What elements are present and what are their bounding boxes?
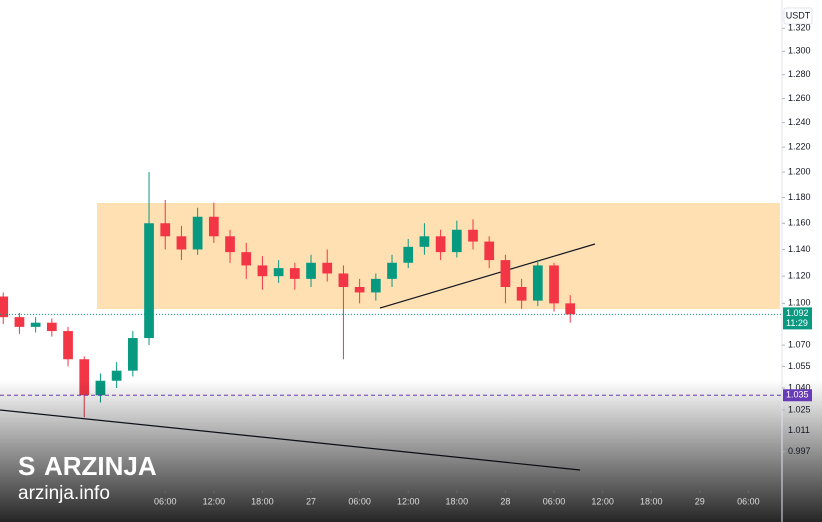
candle-body xyxy=(46,322,57,332)
candle-body xyxy=(0,296,9,318)
candle-body xyxy=(468,229,478,242)
candle-body xyxy=(549,265,559,304)
x-tick-label: 06:00 xyxy=(543,496,566,506)
x-tick-label: 06:00 xyxy=(348,496,371,506)
y-tick-label: 1.070 xyxy=(788,339,811,349)
candle-body xyxy=(208,216,219,237)
y-tick-label: 1.240 xyxy=(788,117,811,127)
y-tick-label: 1.120 xyxy=(788,271,811,281)
candle-body xyxy=(532,265,543,301)
y-tick-label: 1.180 xyxy=(788,192,811,202)
candle-body xyxy=(176,236,187,250)
x-tick-label: 18:00 xyxy=(446,496,469,506)
x-tick-label: 18:00 xyxy=(251,496,274,506)
candle-body xyxy=(435,236,446,253)
candle-body xyxy=(451,229,462,253)
x-tick-label: 18:00 xyxy=(640,496,663,506)
level-label: 1.035 xyxy=(786,390,809,400)
candle-body xyxy=(30,322,41,327)
candle-body xyxy=(338,273,349,287)
candle-body xyxy=(354,286,365,293)
shade xyxy=(0,380,822,522)
candle-body xyxy=(370,278,381,293)
candle-body xyxy=(14,317,25,327)
candle-body xyxy=(306,262,316,279)
candle-body xyxy=(160,223,171,237)
candle-body xyxy=(273,268,284,277)
x-tick-label: 06:00 xyxy=(154,496,177,506)
x-tick-label: 12:00 xyxy=(397,496,420,506)
last-price-label: 1.092 xyxy=(786,308,809,318)
candle-body xyxy=(111,370,122,381)
watermark: ARZINJA xyxy=(44,451,157,481)
candle-body xyxy=(289,268,300,279)
y-tick-label: 1.320 xyxy=(788,23,811,33)
candle-body xyxy=(565,303,576,315)
x-tick-label: 28 xyxy=(500,496,510,506)
y-tick-label: 0.997 xyxy=(788,446,811,456)
countdown: 11:29 xyxy=(786,318,808,328)
logo-icon: S xyxy=(18,451,35,481)
y-tick-label: 1.011 xyxy=(788,425,810,435)
level-box xyxy=(783,389,812,402)
candle-body xyxy=(192,216,203,250)
candle-body xyxy=(257,265,268,277)
candle-body xyxy=(63,331,73,360)
trend-line xyxy=(379,243,596,309)
x-tick-label: 29 xyxy=(695,496,705,506)
y-tick-label: 1.220 xyxy=(788,142,811,152)
candle-body xyxy=(403,246,414,263)
candle-body xyxy=(79,359,90,396)
x-tick-label: 27 xyxy=(306,496,316,506)
y-tick-label: 1.025 xyxy=(788,404,811,414)
y-tick-label: 1.300 xyxy=(788,46,811,56)
x-tick-label: 06:00 xyxy=(737,496,760,506)
y-tick-label: 1.280 xyxy=(788,69,811,79)
candle-body xyxy=(516,286,527,301)
candle-body xyxy=(144,223,154,339)
candle-body xyxy=(225,236,235,253)
candle-body xyxy=(484,241,495,261)
y-tick-label: 1.140 xyxy=(788,244,811,254)
candle-body xyxy=(127,338,138,371)
candle-body xyxy=(241,252,252,266)
candle-body xyxy=(419,236,430,247)
y-tick-label: 1.160 xyxy=(788,218,811,228)
y-tick-label: 1.260 xyxy=(788,93,811,103)
currency-box xyxy=(783,7,813,25)
last-price-box xyxy=(783,307,812,330)
currency: USDT xyxy=(786,10,811,20)
candle-body xyxy=(500,260,511,287)
y-tick-label: 1.100 xyxy=(788,298,811,308)
x-tick-label: 12:00 xyxy=(591,496,614,506)
watermark-url: arzinja.info xyxy=(18,483,110,504)
candle-body xyxy=(387,262,397,279)
y-tick-label: 1.040 xyxy=(788,382,811,392)
y-tick-label: 1.055 xyxy=(788,361,811,371)
y-tick-label: 1.200 xyxy=(788,166,811,176)
candle-body xyxy=(322,262,333,274)
x-tick-label: 12:00 xyxy=(203,496,226,506)
